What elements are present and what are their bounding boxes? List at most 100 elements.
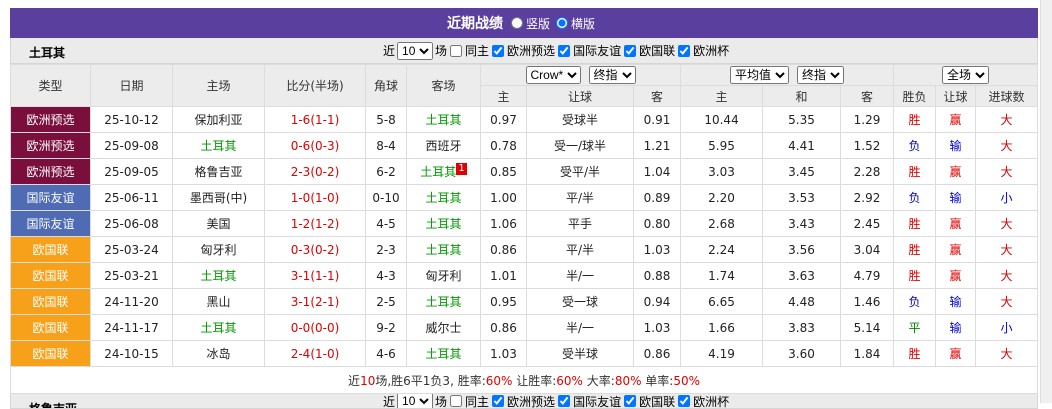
checkbox[interactable] (624, 395, 637, 407)
home: 保加利亚 (194, 113, 243, 127)
checkbox[interactable] (558, 395, 571, 407)
cell-date: 24-10-15 (90, 340, 173, 367)
odds-away: 1.46 (853, 294, 881, 309)
hc-away: 1.03 (643, 320, 671, 335)
count-select[interactable]: 10 (397, 394, 434, 408)
cell-corners: 6-2 (365, 158, 407, 185)
filter-controls: 近 10 场 同主 欧洲预选 国际友谊 欧国联 欧洲杯 (383, 394, 729, 409)
checkbox[interactable] (624, 44, 637, 57)
group-select[interactable]: 终指 (797, 66, 845, 84)
cell-type: 欧洲预选 (10, 132, 91, 159)
cell-type: 欧国联 (10, 340, 91, 367)
count-select[interactable]: 10 (397, 41, 434, 60)
checkbox[interactable] (492, 395, 505, 407)
cell-odds-home: 4.19 (680, 340, 764, 367)
match-row: 国际友谊 25-06-08 美国 1-2(1-2) 4-5 土耳其 1.06 平手 0.80 2.… (10, 210, 1039, 237)
group-select[interactable]: 平均值 (730, 66, 790, 84)
cell-date: 25-10-12 (90, 106, 173, 133)
checkbox[interactable] (558, 44, 571, 57)
cell-result: 胜 (893, 158, 937, 185)
score: 2-3(0-2) (290, 164, 340, 179)
radio[interactable] (556, 17, 568, 29)
away: 土耳其 (425, 347, 462, 361)
column-header: 主场 (172, 64, 265, 107)
odds-away: 2.92 (853, 190, 881, 205)
handicap: 受一球 (561, 295, 598, 309)
checkbox[interactable] (492, 44, 505, 57)
cell-score: 0-3(0-2) (264, 236, 366, 263)
home: 黑山 (206, 295, 231, 309)
checkbox[interactable] (678, 395, 691, 407)
cell-score: 1-6(1-1) (264, 106, 366, 133)
cell-odds-away: 1.52 (840, 132, 895, 159)
cell-goals: 大 (975, 132, 1039, 159)
away: 土耳其 (425, 243, 462, 257)
cell-odds-draw: 5.35 (762, 106, 842, 133)
radio[interactable] (510, 17, 523, 29)
hc-away: 0.89 (643, 190, 671, 205)
cell-score: 2-3(0-2) (264, 158, 366, 185)
type: 国际友谊 (26, 191, 75, 205)
cell-hc-home: 1.06 (480, 210, 527, 237)
hc-away: 0.88 (643, 268, 671, 283)
hc-home: 0.85 (490, 164, 517, 179)
checkbox-label: 欧国联 (639, 394, 676, 409)
odds-away: 5.14 (853, 320, 881, 335)
handicap-result: 输 (949, 139, 962, 153)
cell-away: 土耳其 (406, 288, 481, 315)
handicap-result: 赢 (949, 269, 962, 283)
cell-hc-away: 0.89 (632, 184, 682, 211)
group-select[interactable]: 全场 (942, 66, 990, 84)
group-select[interactable]: 终指 (588, 66, 636, 84)
cell-odds-draw: 3.43 (762, 210, 842, 237)
score: 3-1(1-1) (290, 268, 340, 283)
checkbox[interactable] (450, 395, 463, 407)
away: 土耳其 (425, 113, 462, 127)
away: 土耳其 (425, 191, 462, 205)
checkbox-label: 同主 (465, 44, 490, 58)
odds-home: 10.44 (704, 112, 739, 127)
cell-handicap: 受一球 (526, 288, 634, 315)
home: 墨西哥(中) (189, 191, 248, 205)
cell-corners: 4-6 (365, 340, 407, 367)
cell-handicap-result: 赢 (935, 210, 977, 237)
handicap-result: 赢 (949, 165, 962, 179)
column-group-header: Crow* 终指 (479, 64, 682, 86)
hc-home: 1.03 (490, 346, 517, 361)
hc-home: 0.86 (490, 242, 517, 257)
result: 胜 (908, 347, 921, 361)
column-header: 日期 (90, 64, 173, 107)
scrollbar[interactable] (1040, 0, 1052, 403)
hc-home: 0.86 (490, 320, 517, 335)
group-select[interactable]: Crow* (525, 66, 581, 84)
view-option[interactable]: 竖版 (510, 15, 550, 32)
cell-odds-draw: 3.45 (762, 158, 842, 185)
cell-odds-home: 2.24 (680, 236, 764, 263)
odds-away: 2.28 (853, 164, 881, 179)
cell-handicap: 平/半 (526, 184, 634, 211)
cell-corners: 4-5 (365, 210, 407, 237)
odds-home: 3.03 (708, 164, 735, 179)
cell-odds-away: 1.29 (840, 106, 895, 133)
cell-result: 胜 (893, 210, 937, 237)
checkbox[interactable] (450, 44, 463, 57)
cell-corners: 9-2 (365, 314, 407, 341)
cell-type: 欧国联 (10, 288, 91, 315)
type: 欧国联 (32, 295, 69, 309)
odds-away: 4.79 (853, 268, 881, 283)
date: 24-11-17 (104, 320, 159, 335)
cell-corners: 2-5 (365, 288, 407, 315)
cell-odds-home: 10.44 (680, 106, 764, 133)
view-option[interactable]: 横版 (556, 15, 595, 32)
cell-home: 黑山 (172, 288, 265, 315)
filter-suffix: 场 (435, 44, 448, 58)
checkbox-label: 同主 (465, 394, 490, 409)
cell-odds-home: 1.66 (680, 314, 764, 341)
result: 负 (908, 139, 921, 153)
home: 土耳其 (200, 139, 237, 153)
cell-corners: 8-4 (365, 132, 407, 159)
cell-date: 25-03-21 (90, 262, 173, 289)
checkbox[interactable] (678, 44, 691, 57)
odds-home: 6.65 (708, 294, 735, 309)
date: 24-10-15 (104, 346, 159, 361)
